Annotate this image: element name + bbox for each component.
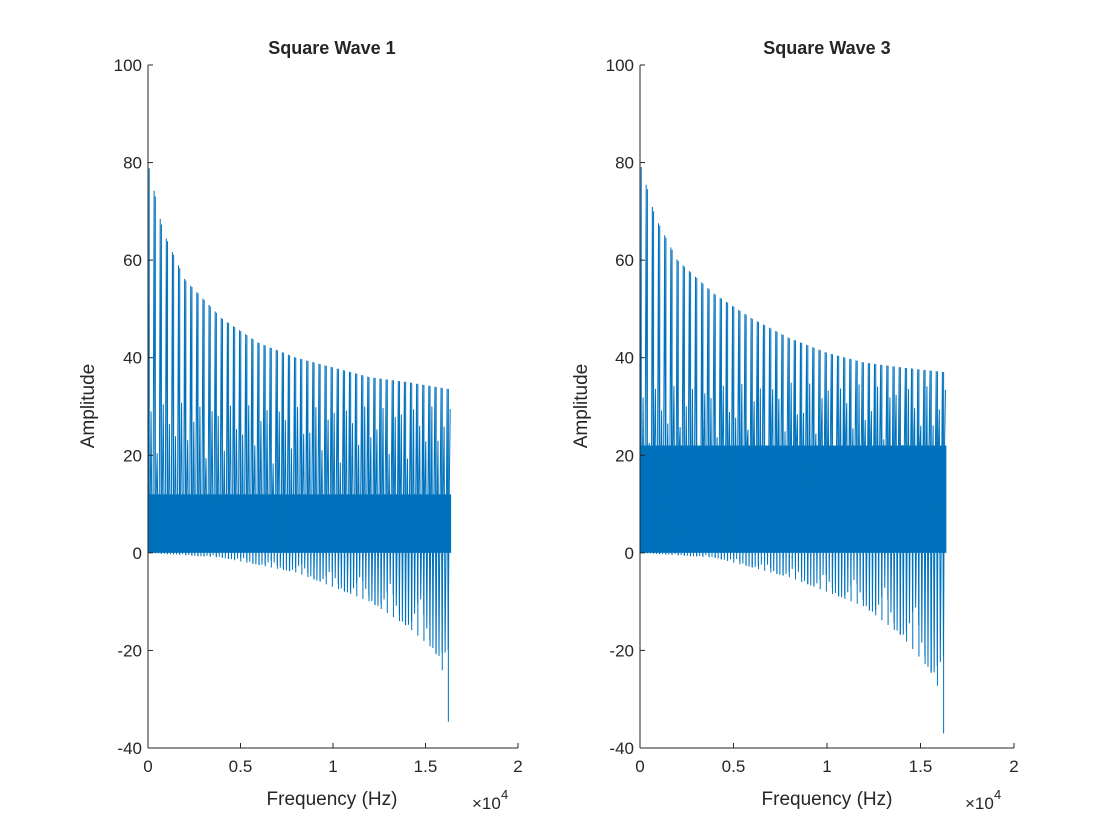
y-tick-label: 100 (114, 56, 142, 75)
y-tick-label: -20 (609, 641, 634, 660)
x-exponent: ×10 4 (965, 787, 1001, 813)
y-tick-label: 60 (615, 251, 634, 270)
axes-square-wave-3: -40 -20 0 20 40 60 80 100 0 0.5 1 1.5 2 Square Wave … (571, 38, 1019, 813)
x-tick-label: 1.5 (909, 757, 933, 776)
x-axis-label: Frequency (Hz) (762, 789, 893, 810)
x-exponent-base: ×10 (472, 794, 501, 813)
y-axis-label: Amplitude (571, 364, 592, 449)
y-tick-label: 40 (123, 349, 142, 368)
chart-title: Square Wave 1 (268, 38, 395, 58)
y-axis-label: Amplitude (78, 364, 99, 449)
y-tick-label: 40 (615, 349, 634, 368)
x-tick-label: 0 (143, 757, 152, 776)
y-tick-label: 0 (133, 544, 142, 563)
x-exponent-base: ×10 (965, 794, 994, 813)
x-exponent-power: 4 (994, 787, 1001, 802)
y-tick-label: 0 (625, 544, 634, 563)
y-tick-label: 20 (615, 446, 634, 465)
plot-area-square-wave-3: -40 -20 0 20 40 60 80 100 0 0.5 1 1.5 2 (606, 56, 1019, 776)
x-exponent: ×10 4 (472, 787, 508, 813)
x-tick-label: 0 (635, 757, 644, 776)
y-tick-label: 20 (123, 446, 142, 465)
plot-area-square-wave-1: -40 -20 0 20 40 60 80 100 0 0.5 1 1.5 2 (114, 56, 523, 776)
x-tick-label: 0.5 (722, 757, 746, 776)
x-tick-label: 0.5 (229, 757, 253, 776)
y-tick-label: 60 (123, 251, 142, 270)
y-tick-label: -40 (117, 739, 142, 758)
x-axis-label: Frequency (Hz) (267, 789, 398, 810)
x-exponent-power: 4 (501, 787, 508, 802)
y-tick-label: 80 (615, 154, 634, 173)
y-tick-label: 100 (606, 56, 634, 75)
x-tick-label: 2 (513, 757, 522, 776)
axes-square-wave-1: -40 -20 0 20 40 60 80 100 0 0.5 1 1.5 2 Square Wave … (78, 38, 523, 813)
y-tick-label: 80 (123, 154, 142, 173)
chart-title: Square Wave 3 (763, 38, 890, 58)
y-tick-label: -40 (609, 739, 634, 758)
x-tick-label: 2 (1009, 757, 1018, 776)
y-tick-label: -20 (117, 641, 142, 660)
x-tick-label: 1 (328, 757, 337, 776)
x-tick-label: 1.5 (414, 757, 438, 776)
x-tick-label: 1 (822, 757, 831, 776)
